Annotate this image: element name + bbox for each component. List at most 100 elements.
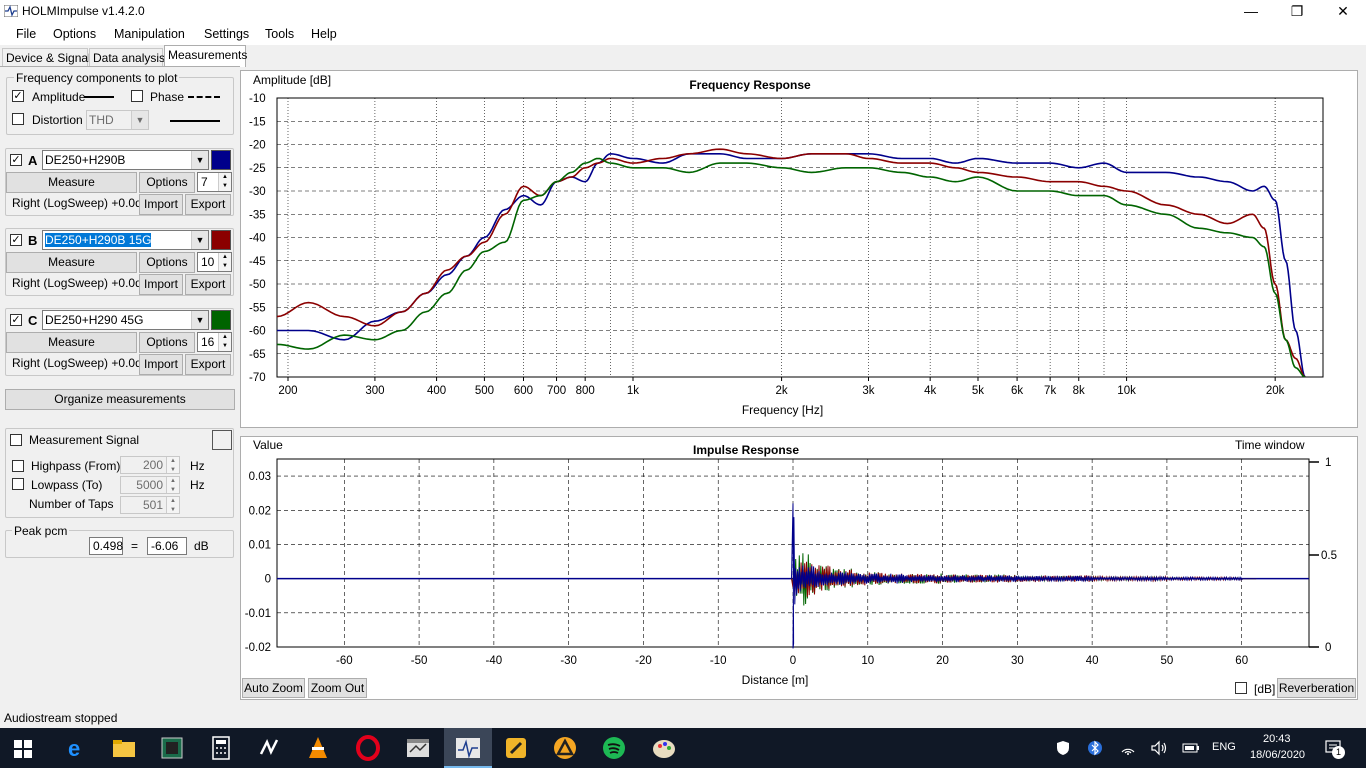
export-button[interactable]: Export xyxy=(185,274,231,295)
measurement-slot-b xyxy=(5,228,234,296)
reverberation-button[interactable]: Reverberation xyxy=(1277,678,1356,698)
amplitude-label: Amplitude xyxy=(32,90,86,104)
minimize-button[interactable]: — xyxy=(1244,3,1258,19)
impulse-response-panel[interactable]: Value Impulse Response Time window Dista… xyxy=(240,436,1358,700)
app-window-icon[interactable] xyxy=(404,734,432,762)
menu-manipulation[interactable]: Manipulation xyxy=(114,27,185,41)
windows-start-icon[interactable] xyxy=(14,740,32,758)
language-indicator[interactable]: ENG xyxy=(1212,741,1236,753)
x-tick-label: 600 xyxy=(514,385,533,397)
amplitude-checkbox[interactable]: ✓ xyxy=(12,90,24,102)
smoothing-stepper[interactable]: 10 ▲ ▼ xyxy=(197,252,232,272)
status-bar: Audiostream stopped xyxy=(0,708,1366,730)
spin-arrows-icon: ▲ ▼ xyxy=(218,253,231,271)
menu-file[interactable]: File xyxy=(16,27,37,41)
highpass-checkbox[interactable] xyxy=(12,460,24,472)
import-button[interactable]: Import xyxy=(139,274,183,295)
measurement-b-checkbox[interactable]: ✓ xyxy=(10,234,22,246)
battery-icon[interactable] xyxy=(1182,741,1200,755)
audio-app-icon[interactable] xyxy=(255,734,283,762)
lowpass-input[interactable]: 5000 ▲ ▼ xyxy=(120,476,180,494)
import-button[interactable]: Import xyxy=(139,194,183,215)
export-button[interactable]: Export xyxy=(185,194,231,215)
menu-settings[interactable]: Settings xyxy=(204,27,250,41)
smoothing-stepper[interactable]: 7 ▲ ▼ xyxy=(197,172,232,192)
options-button[interactable]: Options xyxy=(139,332,195,353)
menu-tools[interactable]: Tools xyxy=(265,27,295,41)
y-tick-label: 0.01 xyxy=(249,539,271,551)
lowpass-label: Lowpass (To) xyxy=(31,478,103,492)
phase-label: Phase xyxy=(150,90,185,104)
organize-measurements-button[interactable]: Organize measurements xyxy=(5,389,235,410)
distortion-checkbox[interactable] xyxy=(12,113,24,125)
measurement-a-color[interactable] xyxy=(211,150,231,170)
imp-title: Impulse Response xyxy=(692,443,800,457)
edge-icon[interactable]: e xyxy=(62,734,90,762)
imp-xlabel: Distance [m] xyxy=(741,673,809,687)
x-tick-label: 50 xyxy=(1161,655,1174,667)
menu-help[interactable]: Help xyxy=(311,27,337,41)
freq-ylabel: Amplitude [dB] xyxy=(253,73,332,87)
clock-time[interactable]: 20:43 xyxy=(1263,733,1291,745)
highpass-input[interactable]: 200 ▲ ▼ xyxy=(120,456,180,474)
file-explorer-icon[interactable] xyxy=(110,734,138,762)
paint-icon[interactable] xyxy=(650,734,678,762)
measurement-c-color[interactable] xyxy=(211,310,231,330)
tab-device-signal[interactable]: Device & Signal xyxy=(2,48,91,67)
options-button[interactable]: Options xyxy=(139,252,195,273)
clock-date[interactable]: 18/06/2020 xyxy=(1250,749,1306,761)
taps-input[interactable]: 501 ▲ ▼ xyxy=(120,496,180,514)
notifications-button[interactable]: 1 xyxy=(1324,738,1345,759)
holmimpulse-taskbar-item[interactable] xyxy=(444,728,492,768)
amplitude-line-style xyxy=(84,96,114,98)
maximize-button[interactable]: ❐ xyxy=(1290,3,1304,19)
x-tick-label: 3k xyxy=(862,385,874,397)
menu-options[interactable]: Options xyxy=(53,27,97,41)
db-checkbox[interactable] xyxy=(1235,682,1247,694)
measure-button[interactable]: Measure xyxy=(6,172,137,193)
triangle-app-icon[interactable] xyxy=(551,734,579,762)
phase-checkbox[interactable] xyxy=(131,90,143,102)
wifi-icon[interactable] xyxy=(1120,740,1136,756)
measurement-signal-color[interactable] xyxy=(212,430,232,450)
vlc-icon[interactable] xyxy=(304,734,332,762)
measure-button[interactable]: Measure xyxy=(6,332,137,353)
spotify-icon[interactable] xyxy=(600,734,628,762)
x-tick-label: 1k xyxy=(627,385,639,397)
measure-button[interactable]: Measure xyxy=(6,252,137,273)
freq-series-c xyxy=(277,157,1306,377)
bluetooth-icon[interactable] xyxy=(1088,740,1102,756)
x-tick-label: 2k xyxy=(776,385,788,397)
measurement-signal-checkbox[interactable] xyxy=(10,434,22,446)
distortion-type-select[interactable]: THD ▼ xyxy=(86,110,149,130)
frequency-response-panel[interactable]: Amplitude [dB] Frequency Response Freque… xyxy=(240,70,1358,428)
notification-count: 1 xyxy=(1332,746,1345,759)
x-tick-label: 400 xyxy=(427,385,446,397)
menu-bar: File Options Manipulation Settings Tools… xyxy=(0,23,1366,45)
lowpass-checkbox[interactable] xyxy=(12,478,24,490)
smoothing-stepper[interactable]: 16 ▲ ▼ xyxy=(197,332,232,352)
measurement-b-name-select[interactable]: DE250+H290B 15G ▼ xyxy=(42,230,209,250)
close-button[interactable]: ✕ xyxy=(1337,3,1349,19)
measurement-a-name-select[interactable]: DE250+H290B ▼ xyxy=(42,150,209,170)
export-button[interactable]: Export xyxy=(185,354,231,375)
distortion-label: Distortion xyxy=(32,113,83,127)
measurement-a-checkbox[interactable]: ✓ xyxy=(10,154,22,166)
measurement-b-color[interactable] xyxy=(211,230,231,250)
import-button[interactable]: Import xyxy=(139,354,183,375)
pencil-app-icon[interactable] xyxy=(502,734,530,762)
auto-zoom-button[interactable]: Auto Zoom xyxy=(242,678,305,698)
zoom-out-button[interactable]: Zoom Out xyxy=(308,678,367,698)
y-tick-label: -0.02 xyxy=(245,642,271,654)
measurement-letter: B xyxy=(28,233,38,248)
volume-icon[interactable] xyxy=(1150,740,1168,756)
security-shield-icon[interactable] xyxy=(1055,740,1071,756)
options-button[interactable]: Options xyxy=(139,172,195,193)
tab-data-analysis[interactable]: Data analysis xyxy=(89,48,165,67)
measurement-c-name-select[interactable]: DE250+H290 45G ▼ xyxy=(42,310,209,330)
measurement-c-checkbox[interactable]: ✓ xyxy=(10,314,22,326)
calculator-icon[interactable] xyxy=(207,734,235,762)
app-green-icon[interactable] xyxy=(158,734,186,762)
opera-icon[interactable] xyxy=(354,734,382,762)
tab-measurements[interactable]: Measurements xyxy=(164,45,247,67)
